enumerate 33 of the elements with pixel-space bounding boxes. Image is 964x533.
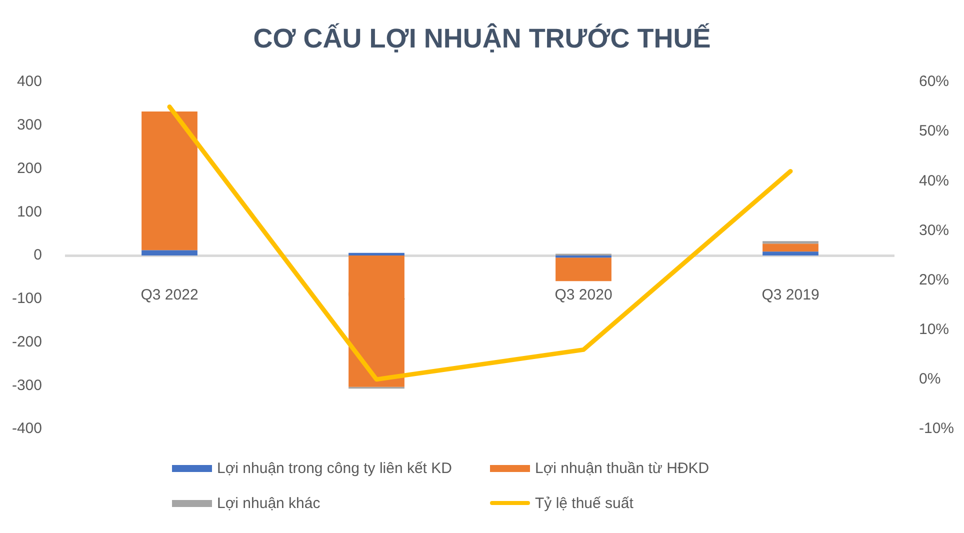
y-tick-label: -200 xyxy=(12,333,42,350)
y2-tick-label: 20% xyxy=(919,271,950,288)
x-tick-label: Q3 2020 xyxy=(554,286,612,304)
y2-tick-label: 40% xyxy=(919,172,950,190)
y2-tick-label: -10% xyxy=(919,420,954,438)
y2-tick-label: 0% xyxy=(919,370,941,388)
y-tick-label: -100 xyxy=(12,290,42,308)
y-tick-label: -300 xyxy=(12,376,42,394)
legend-label: Lợi nhuận thuần từ HĐKD xyxy=(535,460,710,476)
bar xyxy=(142,111,198,250)
y2-tick-label: 10% xyxy=(919,321,950,338)
bar xyxy=(142,250,198,256)
y-tick-label: 0 xyxy=(34,246,42,264)
y-tick-label: 300 xyxy=(16,116,42,134)
bar xyxy=(762,252,818,256)
bar xyxy=(762,241,818,244)
legend-label: Tỷ lệ thuế suất xyxy=(535,494,634,512)
bar xyxy=(762,244,818,252)
y-tick-label: 100 xyxy=(16,203,42,220)
x-tick-label: Q3 2022 xyxy=(140,286,198,304)
y-tick-label: 400 xyxy=(16,73,42,90)
y-tick-label: 200 xyxy=(16,160,42,177)
bar xyxy=(556,258,612,282)
bar xyxy=(348,256,404,387)
y-tick-label: -400 xyxy=(12,420,42,438)
chart-title: CƠ CẤU LỢI NHUẬN TRƯỚC THUẾ xyxy=(253,22,711,54)
y2-tick-label: 30% xyxy=(919,222,950,239)
x-tick-label: Q3 2019 xyxy=(762,286,820,304)
y2-tick-label: 60% xyxy=(919,73,950,90)
y2-tick-label: 50% xyxy=(919,122,950,140)
legend-label: Lợi nhuận trong công ty liên kết KD xyxy=(217,460,452,476)
legend-label: Lợi nhuận khác xyxy=(217,494,320,512)
bar xyxy=(348,252,404,256)
